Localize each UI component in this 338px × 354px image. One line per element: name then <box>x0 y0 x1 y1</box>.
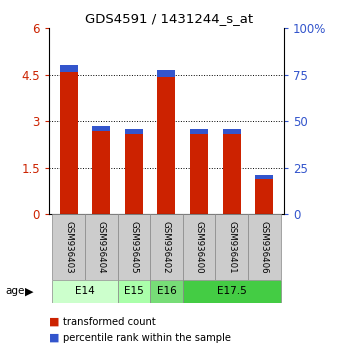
Bar <box>190 129 208 133</box>
Text: ■: ■ <box>49 333 59 343</box>
Bar <box>85 214 118 280</box>
Bar <box>190 129 208 214</box>
Bar <box>150 214 183 280</box>
Bar <box>59 65 77 72</box>
Bar <box>223 129 241 134</box>
Text: age: age <box>5 286 24 296</box>
Bar <box>52 280 118 303</box>
Text: GSM936404: GSM936404 <box>97 221 106 273</box>
Bar <box>118 280 150 303</box>
Text: ▶: ▶ <box>24 286 33 296</box>
Bar <box>158 70 175 214</box>
Bar <box>215 214 248 280</box>
Text: E17.5: E17.5 <box>217 286 247 296</box>
Text: GSM936406: GSM936406 <box>260 221 269 273</box>
Bar <box>158 70 175 77</box>
Text: E16: E16 <box>156 286 176 296</box>
Text: E15: E15 <box>124 286 144 296</box>
Bar <box>248 214 281 280</box>
Bar <box>125 129 143 214</box>
Text: GSM936403: GSM936403 <box>64 221 73 273</box>
Bar <box>223 129 241 214</box>
Bar <box>118 214 150 280</box>
Bar <box>59 65 77 214</box>
Text: ■: ■ <box>49 317 59 327</box>
Text: GSM936400: GSM936400 <box>195 221 203 273</box>
Bar <box>125 129 143 133</box>
Bar <box>256 176 273 214</box>
Text: GSM936401: GSM936401 <box>227 221 236 273</box>
Text: GDS4591 / 1431244_s_at: GDS4591 / 1431244_s_at <box>85 12 253 25</box>
Text: percentile rank within the sample: percentile rank within the sample <box>63 333 231 343</box>
Text: E14: E14 <box>75 286 95 296</box>
Bar <box>92 126 110 214</box>
Bar <box>183 214 215 280</box>
Bar <box>150 280 183 303</box>
Text: GSM936405: GSM936405 <box>129 221 138 273</box>
Bar <box>92 126 110 131</box>
Bar <box>52 214 85 280</box>
Bar <box>256 176 273 178</box>
Text: transformed count: transformed count <box>63 317 155 327</box>
Text: GSM936402: GSM936402 <box>162 221 171 273</box>
Bar <box>183 280 281 303</box>
